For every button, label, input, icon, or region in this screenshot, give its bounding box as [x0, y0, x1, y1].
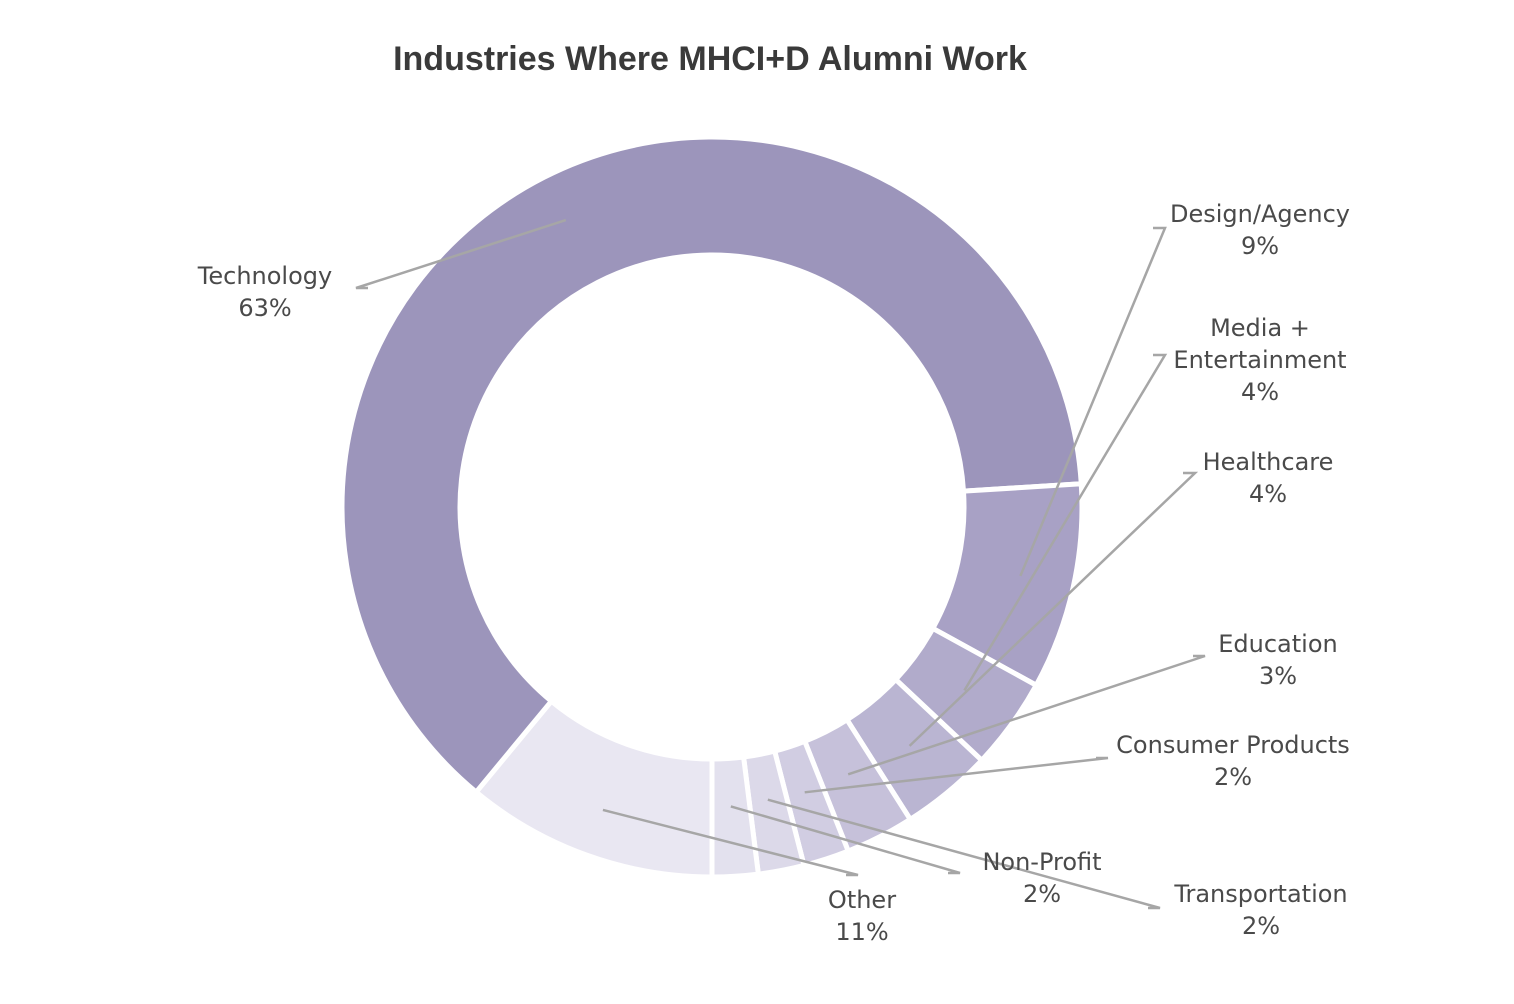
- label-media-entertainment: Media +: [1210, 314, 1310, 342]
- leader-line-transportation: [767, 798, 1161, 910]
- leader-lines: [355, 218, 1206, 910]
- slice-technology: [339, 134, 1084, 796]
- leader-line-design-agency: [1019, 226, 1167, 577]
- value-label-technology: 63%: [238, 294, 291, 322]
- leader-line-consumer-products: [804, 756, 1109, 794]
- leader-line-education: [847, 654, 1206, 776]
- value-label-non-profit: 2%: [1023, 880, 1061, 908]
- leader-line-healthcare: [908, 471, 1199, 747]
- donut-slices: [339, 134, 1085, 880]
- label-consumer-products: Consumer Products: [1116, 731, 1350, 759]
- label-technology: Technology: [197, 262, 332, 290]
- label-non-profit: Non-Profit: [982, 848, 1101, 876]
- leader-line-media-entertainment: [963, 353, 1168, 692]
- label-transportation: Transportation: [1173, 880, 1347, 908]
- label-healthcare: Healthcare: [1203, 448, 1334, 476]
- leader-line-non-profit: [730, 805, 961, 875]
- value-label-consumer-products: 2%: [1214, 763, 1252, 791]
- value-label-education: 3%: [1259, 662, 1297, 690]
- label-media-entertainment: Entertainment: [1173, 346, 1346, 374]
- value-label-other: 11%: [835, 918, 888, 946]
- value-label-design-agency: 9%: [1241, 232, 1279, 260]
- label-design-agency: Design/Agency: [1170, 200, 1350, 228]
- label-education: Education: [1218, 630, 1337, 658]
- value-label-transportation: 2%: [1242, 912, 1280, 940]
- slice-labels: Other 11% Technology 63% Design/Agency 9% Medi…: [197, 200, 1350, 946]
- leader-line-other: [602, 808, 859, 877]
- label-other: Other: [828, 886, 896, 914]
- leader-line-technology: [355, 218, 567, 290]
- chart-title: Industries Where MHCI+D Alumni Work: [393, 40, 1027, 78]
- value-label-media-entertainment: 4%: [1241, 378, 1279, 406]
- value-label-healthcare: 4%: [1249, 480, 1287, 508]
